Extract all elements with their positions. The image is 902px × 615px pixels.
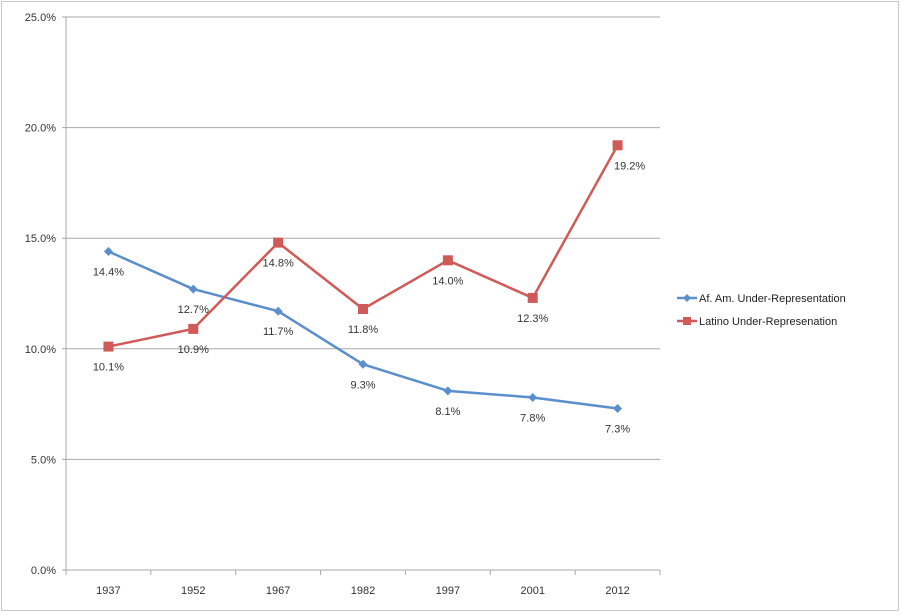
x-tick-label: 1967 — [266, 585, 290, 597]
legend-label: Af. Am. Under-Representation — [699, 293, 846, 305]
data-label: 10.9% — [178, 344, 209, 356]
y-tick-label: 25.0% — [25, 12, 56, 24]
legend-label: Latino Under-Represenation — [699, 316, 837, 328]
diamond-marker-icon — [443, 386, 453, 396]
data-label: 12.3% — [517, 313, 548, 325]
diamond-marker-icon — [528, 392, 538, 402]
data-label: 11.8% — [348, 324, 379, 336]
data-labels: 14.4% 12.7% 11.7% 9.3% 8.1% 7.8% 7.3% 10.1% 10.9… — [93, 160, 646, 435]
legend: Af. Am. Under-Representation Latino Under… — [677, 293, 846, 328]
diamond-marker-icon — [683, 294, 691, 302]
diamond-marker-icon — [358, 359, 368, 369]
y-tick-label: 20.0% — [25, 123, 56, 135]
x-tick-label: 2001 — [520, 585, 544, 597]
data-label: 14.0% — [432, 275, 463, 287]
square-marker-icon — [442, 255, 453, 266]
square-marker-icon — [683, 317, 691, 325]
square-marker-icon — [527, 292, 538, 303]
diamond-marker-icon — [103, 246, 113, 256]
x-tick-label: 1937 — [96, 585, 120, 597]
data-label: 9.3% — [350, 379, 375, 391]
data-label: 7.8% — [520, 412, 545, 424]
data-label: 19.2% — [614, 160, 645, 172]
series-lines — [103, 140, 623, 414]
data-label: 10.1% — [93, 362, 124, 374]
y-axis-ticks: 0.0% 5.0% 10.0% 15.0% 20.0% 25.0% — [25, 12, 56, 577]
data-label: 14.4% — [93, 266, 124, 278]
x-tick-label: 1997 — [436, 585, 460, 597]
y-tick-label: 10.0% — [25, 344, 56, 356]
diamond-marker-icon — [613, 404, 623, 414]
x-tick-label: 1982 — [351, 585, 375, 597]
data-label: 7.3% — [605, 424, 630, 436]
data-label: 12.7% — [178, 304, 209, 316]
diamond-marker-icon — [188, 284, 198, 294]
square-marker-icon — [273, 237, 284, 248]
square-marker-icon — [188, 323, 199, 334]
x-tick-label: 2012 — [605, 585, 629, 597]
y-tick-label: 15.0% — [25, 233, 56, 245]
x-tick-label: 1952 — [181, 585, 205, 597]
x-axis-ticks: 1937 1952 1967 1982 1997 2001 2012 — [65, 570, 661, 597]
square-marker-icon — [103, 341, 114, 352]
y-tick-label: 0.0% — [31, 565, 56, 577]
diamond-marker-icon — [273, 306, 283, 316]
data-label: 11.7% — [263, 326, 294, 338]
data-label: 14.8% — [263, 258, 294, 270]
square-marker-icon — [612, 140, 623, 151]
y-tick-label: 5.0% — [31, 454, 56, 466]
data-label: 8.1% — [435, 406, 460, 418]
gridlines — [62, 16, 660, 571]
square-marker-icon — [358, 303, 368, 314]
